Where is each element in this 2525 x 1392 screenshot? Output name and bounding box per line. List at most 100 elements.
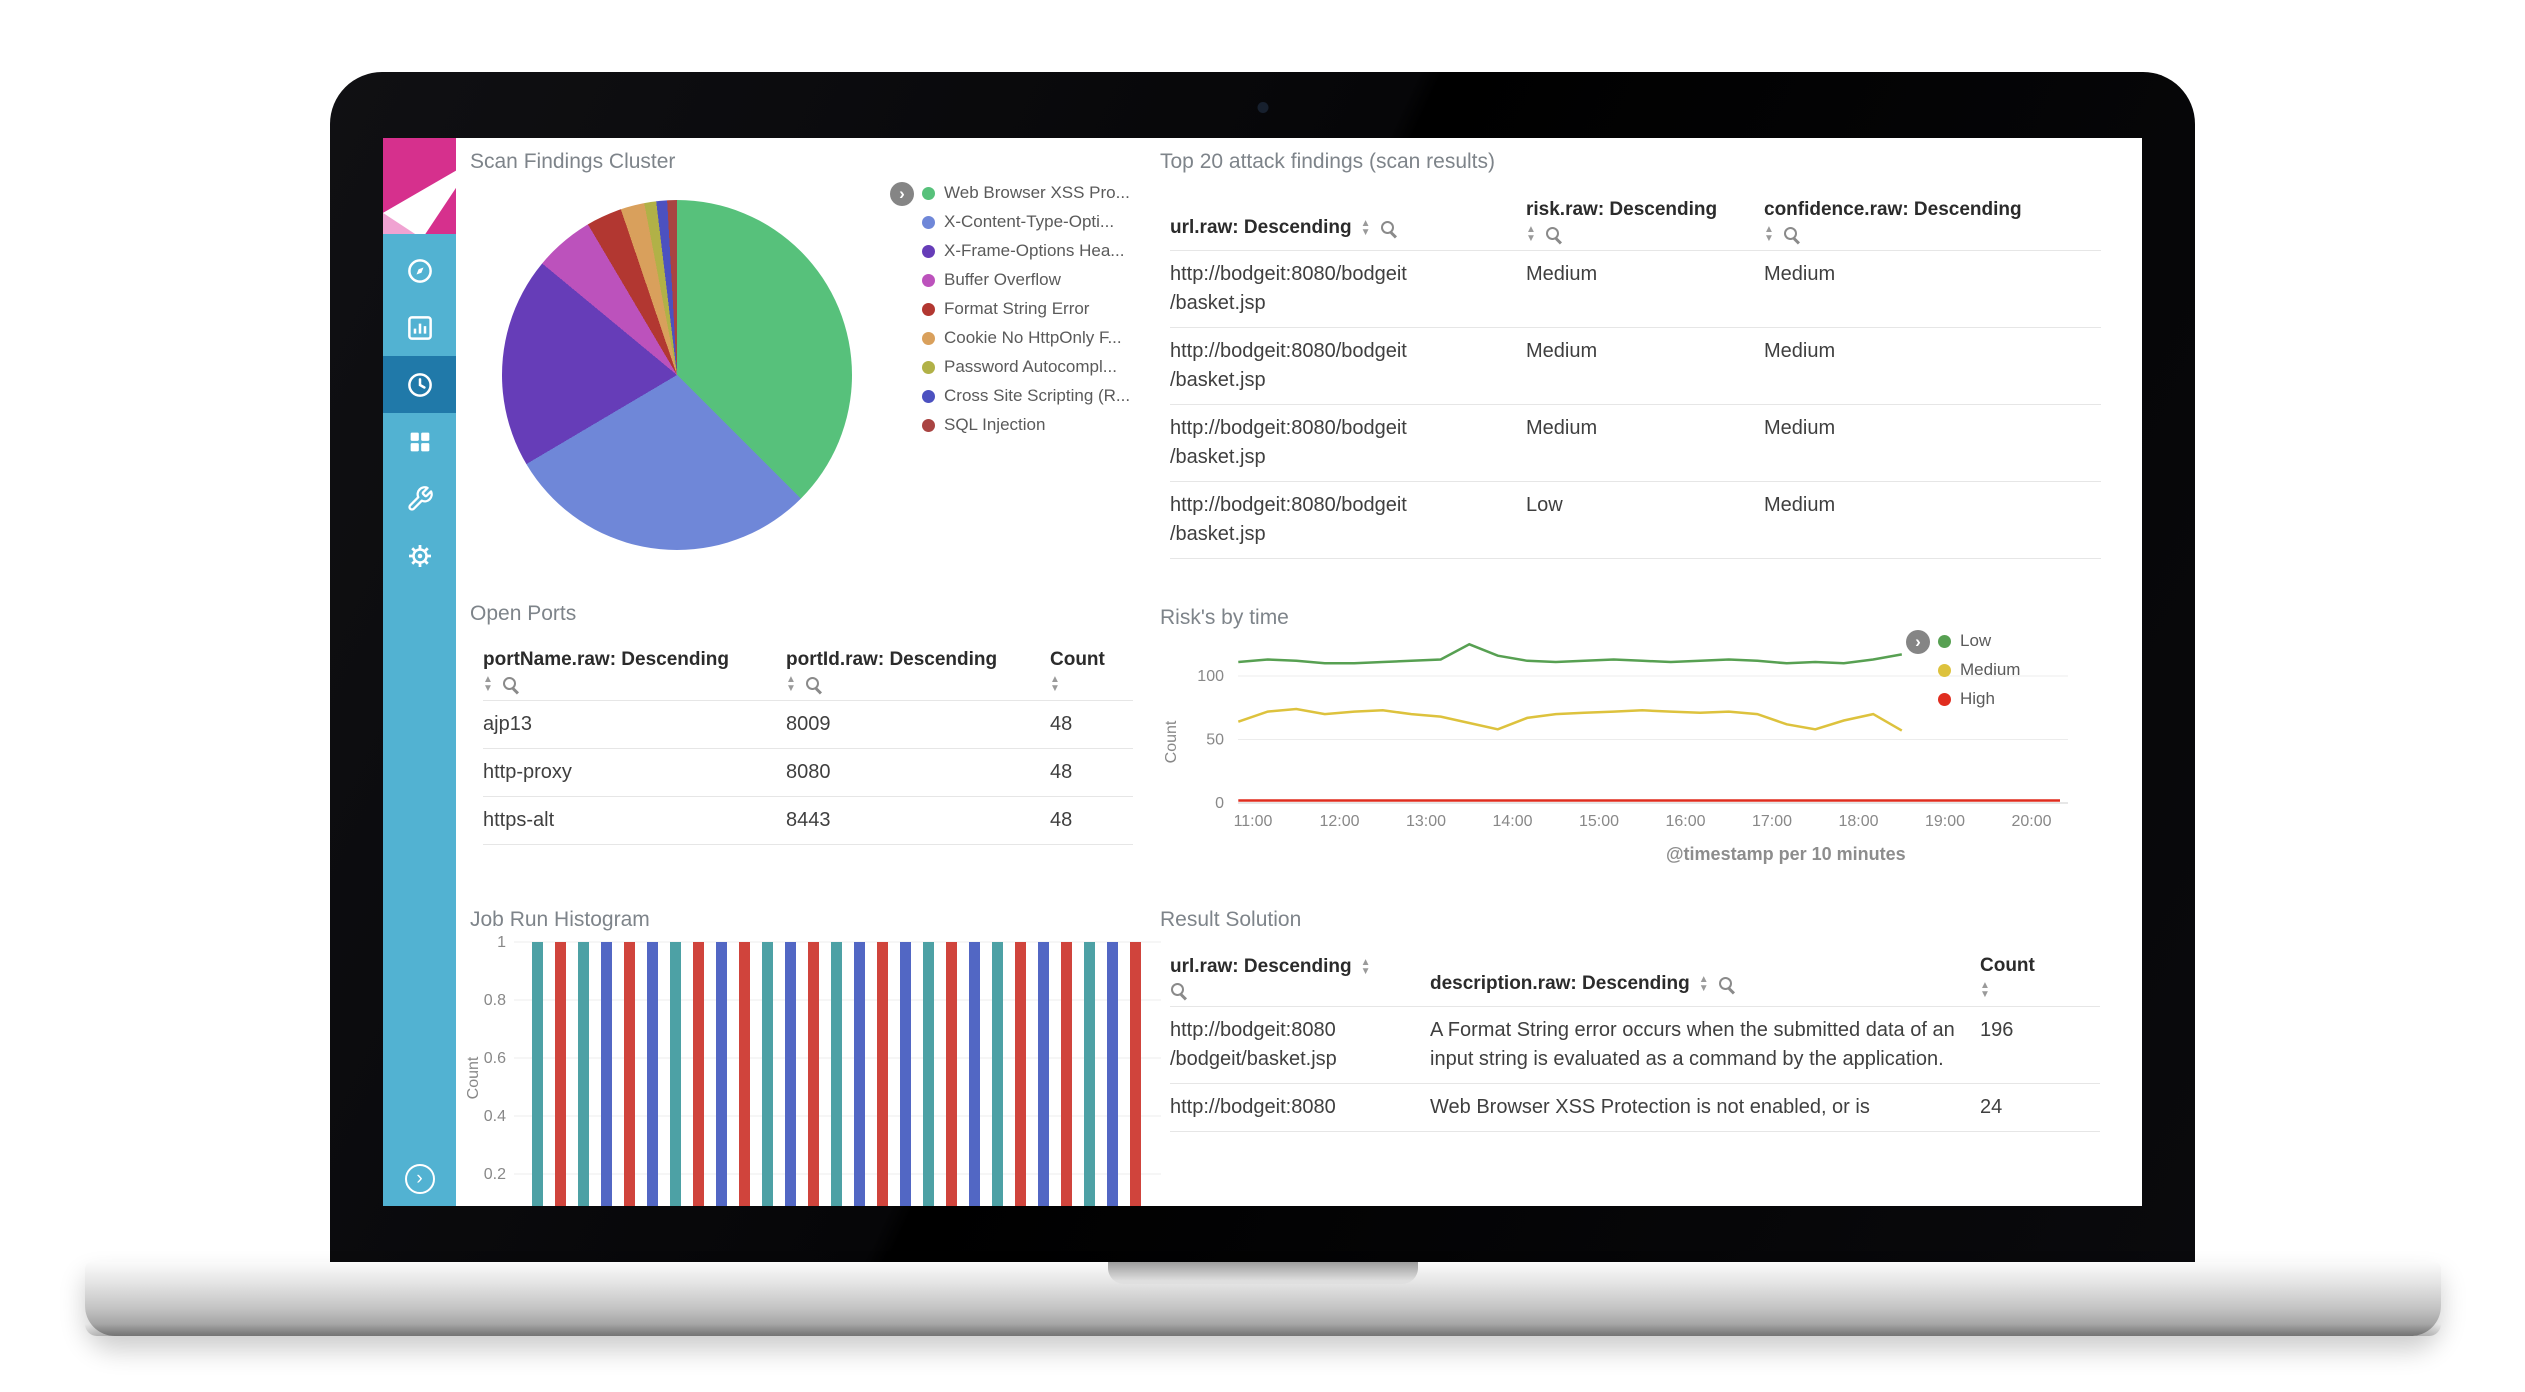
table-cell: Medium	[1764, 494, 1836, 516]
search-icon[interactable]	[1783, 226, 1800, 243]
legend-dot	[1938, 634, 1951, 648]
table-cell: Low	[1526, 494, 1563, 516]
sort-icon[interactable]: ▲ ▼	[1360, 957, 1371, 977]
legend-label: Web Browser XSS Pro...	[944, 183, 1130, 202]
table-header-row: url.raw: Descending ▲ ▼ risk.raw: Descendin…	[1170, 188, 2101, 251]
legend-label: Cross Site Scripting (R...	[944, 386, 1131, 405]
sidebar-item-discover[interactable]	[383, 242, 456, 299]
sort-icon[interactable]: ▲ ▼	[1050, 674, 1060, 694]
webcam-dot	[1257, 102, 1268, 113]
column-header: Count ▲ ▼	[1050, 638, 1133, 700]
svg-text:15:00: 15:00	[1579, 813, 1619, 830]
column-header: risk.raw: Descending ▲ ▼	[1526, 188, 1764, 250]
column-header-label: url.raw: Descending	[1170, 956, 1352, 977]
legend-dot	[1938, 663, 1951, 677]
legend-item[interactable]: SQL Injection	[922, 414, 1130, 436]
svg-text:50: 50	[1206, 732, 1224, 749]
job-run-histogram-chart[interactable]: 1 0.8 0.6 0.4 0.2 Count	[466, 918, 1166, 1206]
sidebar-item-settings[interactable]	[383, 527, 456, 584]
svg-text:Count: Count	[1163, 720, 1180, 763]
laptop-bezel: › Scan Findings Cluster › Web Browser XS…	[330, 72, 2195, 1262]
laptop-base	[85, 1262, 2441, 1336]
sidebar-item-dashboard[interactable]	[383, 356, 456, 413]
sidebar-item-tools[interactable]	[383, 470, 456, 527]
svg-text:Count: Count	[466, 1056, 482, 1099]
risk-legend-toggle[interactable]: ›	[1906, 630, 1930, 654]
svg-text:1: 1	[497, 934, 506, 951]
table-cell: Medium	[1764, 340, 1836, 362]
column-header-label: portId.raw: Descending	[786, 649, 998, 670]
legend-item[interactable]: Buffer Overflow	[922, 269, 1130, 291]
sort-icon[interactable]: ▲ ▼	[1980, 980, 1990, 1000]
sort-icon[interactable]: ▲ ▼	[786, 674, 796, 694]
legend-label: Cookie No HttpOnly F...	[944, 328, 1122, 347]
column-header: portId.raw: Descending ▲ ▼	[786, 638, 1050, 700]
search-icon[interactable]	[502, 676, 519, 693]
legend-item[interactable]: Medium	[1938, 659, 2020, 681]
sort-icon[interactable]: ▲ ▼	[1764, 224, 1774, 244]
sort-icon[interactable]: ▲ ▼	[1360, 218, 1371, 238]
result-solution-table: url.raw: Descending ▲ ▼ description.raw: De…	[1170, 944, 2100, 1132]
search-icon[interactable]	[1545, 226, 1562, 243]
pie-legend: Web Browser XSS Pro... X-Content-Type-Opt…	[922, 182, 1130, 436]
table-row: https-alt 8443 48	[483, 797, 1133, 845]
table-cell: http://bodgeit:8080/bodgeit/basket.jsp	[1170, 263, 1407, 314]
column-header-label: url.raw: Descending	[1170, 217, 1352, 238]
table-row: http://bodgeit:8080/bodgeit/basket.jsp A …	[1170, 1007, 2100, 1084]
svg-text:14:00: 14:00	[1492, 813, 1532, 830]
risk-by-time-chart[interactable]: 100 50 0 11:00 12:00 13:00 14:00 15:00 16:00 17:0…	[1160, 624, 2142, 864]
table-cell: 8009	[786, 713, 831, 735]
legend-item[interactable]: Cross Site Scripting (R...	[922, 385, 1130, 407]
search-icon[interactable]	[805, 676, 822, 693]
svg-text:0.6: 0.6	[484, 1050, 506, 1067]
legend-label: Password Autocompl...	[944, 357, 1117, 376]
column-header-label: Count	[1050, 649, 1105, 670]
legend-item[interactable]: Format String Error	[922, 298, 1130, 320]
legend-dot	[922, 389, 935, 403]
table-cell: http://bodgeit:8080/bodgeit/basket.jsp	[1170, 340, 1407, 391]
column-header: Count ▲ ▼	[1980, 944, 2100, 1006]
chevron-right-icon: ›	[1915, 632, 1921, 651]
table-cell: Medium	[1526, 340, 1598, 362]
column-header: description.raw: Descending ▲ ▼	[1430, 944, 1980, 1006]
table-cell: ajp13	[483, 713, 532, 735]
pie-chart[interactable]	[502, 200, 852, 550]
table-cell: Web Browser XSS Protection is not enable…	[1430, 1096, 1870, 1118]
kibana-logo[interactable]	[383, 138, 456, 234]
search-icon[interactable]	[1380, 220, 1397, 237]
legend-item[interactable]: X-Frame-Options Hea...	[922, 240, 1130, 262]
legend-item[interactable]: Cookie No HttpOnly F...	[922, 327, 1130, 349]
pie-legend-toggle[interactable]: ›	[890, 182, 914, 206]
table-cell: http://bodgeit:8080/bodgeit/basket.jsp	[1170, 1019, 1337, 1070]
legend-label: SQL Injection	[944, 415, 1046, 434]
panel-title-open-ports: Open Ports	[470, 602, 577, 625]
legend-item[interactable]: X-Content-Type-Opti...	[922, 211, 1130, 233]
sort-icon[interactable]: ▲ ▼	[1526, 224, 1536, 244]
dashboard: Scan Findings Cluster › Web Browser XSS …	[456, 138, 2142, 1206]
search-icon[interactable]	[1718, 976, 1735, 993]
sidebar-collapse-button[interactable]: ›	[404, 1164, 435, 1194]
legend-item[interactable]: Web Browser XSS Pro...	[922, 182, 1130, 204]
column-header-label: portName.raw: Descending	[483, 649, 729, 670]
sort-icon[interactable]: ▲ ▼	[483, 674, 493, 694]
sidebar-item-visualize[interactable]	[383, 299, 456, 356]
legend-dot	[922, 215, 935, 229]
sidebar-item-reports[interactable]	[383, 413, 456, 470]
chevron-right-icon: ›	[899, 184, 905, 203]
table-cell: 196	[1980, 1019, 2014, 1041]
svg-text:19:00: 19:00	[1925, 813, 1965, 830]
legend-item[interactable]: High	[1938, 688, 2020, 710]
legend-dot	[922, 186, 935, 200]
table-cell: Medium	[1764, 263, 1836, 285]
legend-item[interactable]: Password Autocompl...	[922, 356, 1130, 378]
table-cell: http://bodgeit:8080/bodgeit/basket.jsp	[1170, 417, 1407, 468]
sort-icon[interactable]: ▲ ▼	[1698, 974, 1709, 994]
column-header-label: risk.raw: Descending	[1526, 199, 1718, 220]
legend-label: X-Content-Type-Opti...	[944, 212, 1115, 231]
legend-label: Format String Error	[944, 299, 1090, 318]
table-cell: https-alt	[483, 809, 555, 831]
top20-table: url.raw: Descending ▲ ▼ risk.raw: Descendin…	[1170, 188, 2101, 559]
x-axis-caption: @timestamp per 10 minutes	[1666, 844, 1906, 864]
search-icon[interactable]	[1170, 982, 1187, 999]
legend-item[interactable]: Low	[1938, 630, 2020, 652]
